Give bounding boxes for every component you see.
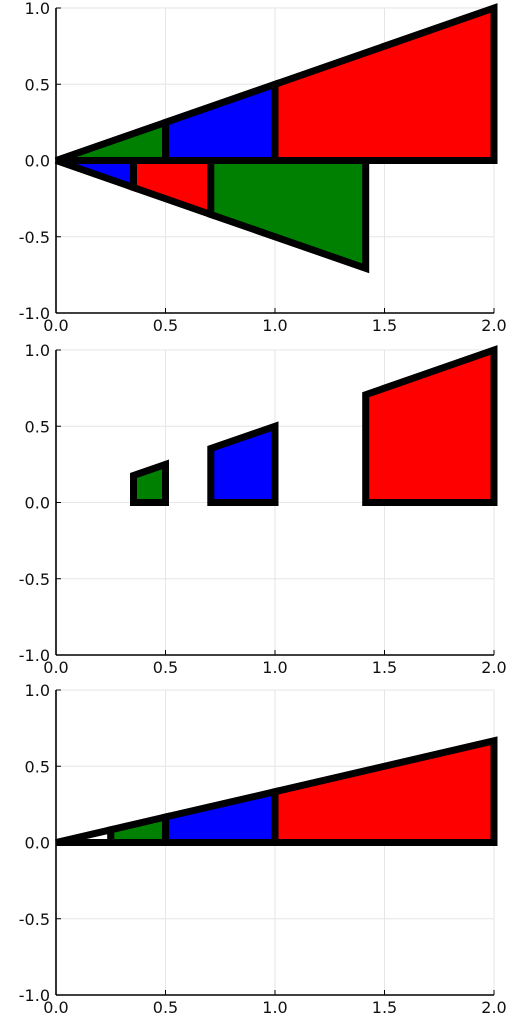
y-tick-label: 0.0 — [25, 152, 50, 171]
polygon-mark — [162, 787, 279, 846]
polygon-mark — [207, 421, 279, 506]
y-tick-label: -1.0 — [19, 304, 50, 323]
y-tick-label: -0.5 — [19, 570, 50, 589]
chart-panel-2: 0.0 0.5 1.0 1.5 2.0 1.0 0.5 0.0 -0.5 -1.0 — [19, 341, 507, 677]
chart-panel-3: 0.0 0.5 1.0 1.5 2.0 1.0 0.5 0.0 -0.5 -1.0 — [19, 681, 507, 1017]
x-tick-label: 1.0 — [262, 316, 287, 335]
x-tick-label: 0.5 — [153, 658, 178, 677]
polygon-mark — [55, 825, 115, 846]
y-tick-label: -1.0 — [19, 986, 50, 1005]
y-tick-label: 1.0 — [25, 681, 50, 700]
y-tick-label: 0.5 — [25, 757, 50, 776]
x-tick-label: 0.5 — [153, 316, 178, 335]
y-tick-label: -1.0 — [19, 646, 50, 665]
polygon-mark — [207, 157, 370, 274]
polygon-mark — [107, 812, 169, 846]
x-tick-label: 1.5 — [372, 658, 397, 677]
x-tick-label: 1.5 — [372, 998, 397, 1017]
y-tick-label: 0.0 — [25, 494, 50, 513]
polygon-mark — [162, 79, 279, 164]
y-tick-label: -0.5 — [19, 228, 50, 247]
chart-panel-1: 0.0 0.5 1.0 1.5 2.0 1.0 0.5 0.0 -0.5 -1.0 — [19, 0, 507, 335]
x-tick-label: 1.0 — [262, 658, 287, 677]
polygon-mark — [362, 345, 498, 506]
x-tick-label: 2.0 — [481, 316, 506, 335]
x-tick-label: 0.0 — [43, 998, 68, 1017]
polygon-mark — [130, 157, 215, 220]
x-tick-label: 0.0 — [43, 658, 68, 677]
y-tick-label: 0.0 — [25, 834, 50, 853]
y-tick-label: -0.5 — [19, 910, 50, 929]
x-tick-label: 2.0 — [481, 998, 506, 1017]
polygon-mark — [271, 3, 498, 164]
polygon-mark — [130, 459, 169, 506]
y-tick-label: 1.0 — [25, 0, 50, 18]
x-tick-label: 0.0 — [43, 316, 68, 335]
y-tick-label: 1.0 — [25, 341, 50, 360]
x-tick-label: 1.5 — [372, 316, 397, 335]
polygon-mark — [271, 736, 498, 846]
x-tick-label: 1.0 — [262, 998, 287, 1017]
polygon-mark — [54, 157, 137, 193]
y-tick-label: 0.5 — [25, 75, 50, 94]
x-tick-label: 2.0 — [481, 658, 506, 677]
x-tick-label: 0.5 — [153, 998, 178, 1017]
polygon-mark — [54, 117, 169, 164]
y-tick-label: 0.5 — [25, 417, 50, 436]
